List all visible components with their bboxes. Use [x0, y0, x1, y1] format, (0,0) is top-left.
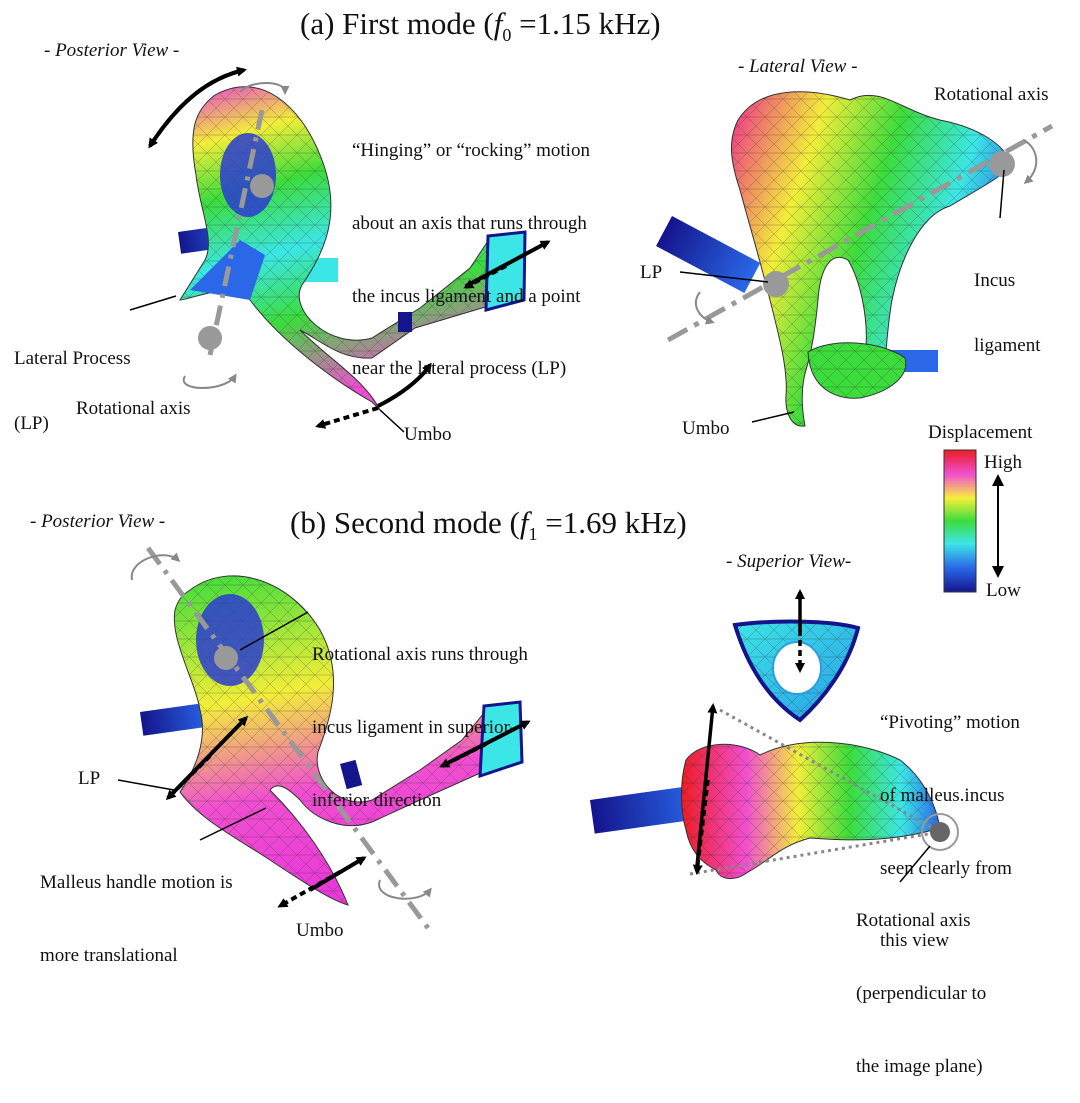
posterior-view-label-a: - Posterior View -: [44, 40, 180, 61]
lateral-view-label: - Lateral View -: [738, 56, 858, 77]
lp-label-a-right: LP: [640, 262, 663, 283]
axis-perpendicular-caption: Rotational axis (perpendicular to the im…: [856, 909, 987, 1077]
legend-colorbar: [943, 449, 977, 593]
rotational-axis-label-a-left: Rotational axis: [76, 398, 191, 419]
umbo-label-a-right: Umbo: [682, 418, 730, 439]
umbo-label-b: Umbo: [296, 920, 344, 941]
posterior-view-label-b: - Posterior View -: [30, 511, 166, 532]
lateral-process-label: Lateral Process (LP): [14, 347, 131, 435]
umbo-label-a-left: Umbo: [404, 424, 452, 445]
hinge-caption: “Hinging” or “rocking” motion about an a…: [352, 139, 590, 380]
figure-artwork: [117, 66, 1054, 930]
legend-low: Low: [986, 580, 1021, 601]
ossicle-model-a-posterior: [129, 66, 551, 433]
superior-view-label: - Superior View-: [726, 551, 852, 572]
lp-label-b: LP: [78, 768, 101, 789]
displacement-legend: [943, 449, 1004, 593]
malleus-caption: Malleus handle motion is more translatio…: [40, 871, 233, 966]
pivot-caption: “Pivoting” motion of malleus.incus seen …: [880, 711, 1020, 952]
axis-caption-b: Rotational axis runs through incus ligam…: [312, 643, 528, 811]
rotational-axis-label-a-right: Rotational axis: [934, 84, 1049, 105]
legend-high: High: [984, 452, 1022, 473]
ossicle-model-a-lateral: [656, 91, 1054, 427]
ossicle-model-b-posterior: [117, 546, 531, 930]
ossicle-model-b-superior: [590, 589, 959, 883]
mode-b-title: (b) Second mode (f1 =1.69 kHz): [290, 505, 687, 545]
legend-title: Displacement: [928, 422, 1033, 443]
mode-a-title: (a) First mode (f0 =1.15 kHz): [300, 6, 661, 46]
incus-ligament-label: Incus ligament: [974, 269, 1041, 357]
